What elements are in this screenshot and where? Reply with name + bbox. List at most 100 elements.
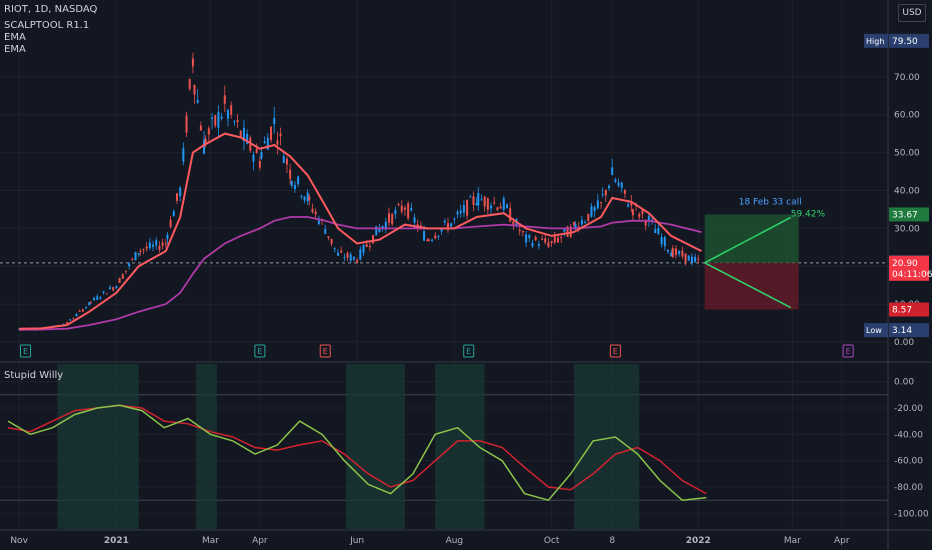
candle-body xyxy=(89,301,92,303)
osc-y-tick-label: -20.00 xyxy=(894,404,923,414)
candle-body xyxy=(311,208,314,213)
candle-body xyxy=(553,236,556,243)
price-label-value: 33.67 xyxy=(892,210,918,220)
earnings-marker-box xyxy=(319,344,331,358)
candle-body xyxy=(480,199,483,201)
candle-body xyxy=(651,219,654,221)
candle-body xyxy=(427,239,430,241)
candle-body xyxy=(230,105,233,115)
candle-body xyxy=(403,207,406,210)
candle-body xyxy=(306,192,309,202)
candle-body xyxy=(96,296,99,300)
annotation-text: 18 Feb 33 call xyxy=(739,197,802,207)
indicator-ema-1[interactable]: EMA xyxy=(4,32,26,43)
candle-body xyxy=(566,226,569,237)
price-label-box xyxy=(889,255,929,270)
price-label-value: 04:11:06 xyxy=(892,270,932,280)
candle-body xyxy=(169,220,172,228)
candle-body xyxy=(627,204,630,207)
candle-body xyxy=(384,221,387,230)
osc-zone xyxy=(196,364,217,529)
candle-body xyxy=(193,84,196,95)
price-label-value: 20.90 xyxy=(892,259,918,269)
candle-body xyxy=(537,244,540,246)
candle-body xyxy=(483,196,486,207)
candle-body xyxy=(437,235,440,238)
candle-body xyxy=(128,263,131,267)
candle-body xyxy=(365,244,368,247)
candle-body xyxy=(502,198,505,211)
candle-body xyxy=(423,231,426,241)
candle-body xyxy=(282,156,285,163)
y-tick-label: 30.00 xyxy=(894,224,920,234)
candle-body xyxy=(142,249,145,251)
candle-body xyxy=(330,238,333,244)
candle-body xyxy=(671,248,674,258)
candle-body xyxy=(490,205,493,209)
candle-body xyxy=(290,181,293,186)
x-tick-label: Apr xyxy=(834,536,850,546)
symbol-title[interactable]: RIOT, 1D, NASDAQ xyxy=(4,4,98,15)
candle-body xyxy=(443,220,446,223)
candle-body xyxy=(426,240,429,242)
candle-body xyxy=(233,121,236,123)
candle-body xyxy=(276,140,279,145)
candle-body xyxy=(191,58,194,67)
candle-body xyxy=(204,138,207,145)
position-tool[interactable]: 18 Feb 33 call 59.42% xyxy=(704,197,826,310)
indicator-scalptool[interactable]: SCALPTOOL R1.1 xyxy=(4,20,90,31)
candle-body xyxy=(493,202,496,204)
candle-body xyxy=(346,253,349,258)
candle-body xyxy=(375,226,378,236)
candle-body xyxy=(694,256,697,262)
candle-body xyxy=(134,252,137,261)
candle-body xyxy=(596,200,599,209)
candle-body xyxy=(641,209,644,215)
candle-body xyxy=(362,245,365,253)
price-label-value: 8.57 xyxy=(892,306,912,316)
candle-body xyxy=(472,196,475,206)
candle-body xyxy=(109,287,112,290)
earnings-marker-box xyxy=(20,344,32,358)
candle-body xyxy=(145,246,148,249)
indicator-ema-2[interactable]: EMA xyxy=(4,44,26,55)
candle-body xyxy=(556,237,559,243)
candle-body xyxy=(574,224,577,229)
price-label-name: Low xyxy=(866,326,882,335)
candle-body xyxy=(687,255,690,261)
candle-body xyxy=(242,127,245,142)
candle-body xyxy=(631,209,634,216)
currency-button[interactable]: USD xyxy=(898,4,926,22)
candle-body xyxy=(105,293,108,295)
candle-body xyxy=(175,193,178,201)
candle-body xyxy=(263,141,266,143)
osc-y-tick-label: -80.00 xyxy=(894,483,923,493)
target-arrow xyxy=(704,216,792,264)
candle-body xyxy=(419,225,422,227)
osc-main-line xyxy=(7,404,707,502)
candle-body xyxy=(158,245,161,251)
candle-body xyxy=(336,252,339,256)
candle-body xyxy=(182,148,185,162)
candle-body xyxy=(413,217,416,223)
candle-body xyxy=(620,182,623,188)
candle-body xyxy=(475,203,478,206)
candle-body xyxy=(521,231,524,233)
candle-body xyxy=(647,216,650,222)
candle-body xyxy=(308,196,311,201)
candle-body xyxy=(450,223,453,227)
y-tick-label: 0.00 xyxy=(894,338,914,348)
earnings-marker-box xyxy=(254,344,266,358)
candle-body xyxy=(486,198,489,210)
candle-body xyxy=(356,259,359,263)
candle-body xyxy=(638,213,641,218)
candle-body xyxy=(550,241,553,244)
candle-body xyxy=(611,167,614,176)
candle-body xyxy=(531,242,534,247)
oscillator-title[interactable]: Stupid Willy xyxy=(4,370,64,381)
candle-body xyxy=(466,200,469,216)
candle-body xyxy=(155,240,158,246)
